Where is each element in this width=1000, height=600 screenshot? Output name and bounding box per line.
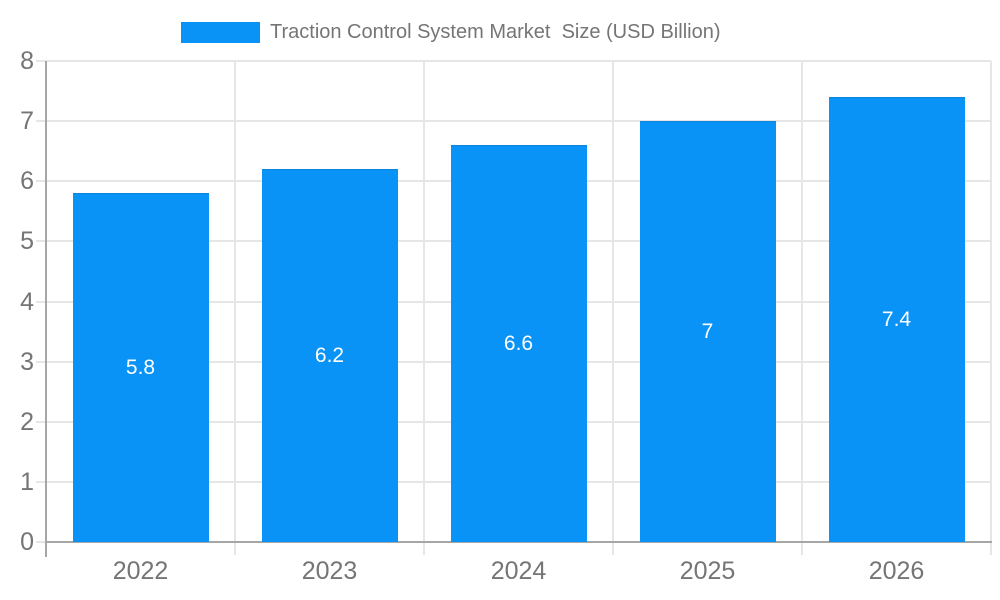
y-axis-tick-label: 6 <box>20 167 34 196</box>
y-gridline <box>46 60 991 62</box>
bar-2024[interactable]: 6.6 <box>450 145 587 542</box>
bar-value-label: 6.2 <box>314 344 345 368</box>
y-tick-mark <box>36 541 46 543</box>
y-gridline <box>46 120 991 123</box>
y-tick-mark <box>36 240 46 243</box>
y-axis-tick-label: 1 <box>20 467 34 496</box>
y-tick-mark <box>36 120 46 123</box>
x-axis-tick-label: 2022 <box>112 557 169 585</box>
y-axis-tick-label: 8 <box>20 47 34 75</box>
bar-value-label: 7 <box>701 320 714 344</box>
x-axis-tick-label: 2023 <box>301 557 358 585</box>
y-tick-mark <box>36 300 46 303</box>
bar-2022[interactable]: 5.8 <box>72 193 209 542</box>
x-axis-line <box>45 541 992 543</box>
x-gridline <box>234 61 236 555</box>
x-gridline <box>801 61 803 555</box>
y-tick-mark <box>36 360 46 363</box>
x-gridline <box>423 61 425 555</box>
x-axis-tick-label: 2024 <box>490 557 547 585</box>
bar-value-label: 5.8 <box>125 356 156 380</box>
bar-value-label: 7.4 <box>881 308 912 332</box>
legend-label: Traction Control System Market Size (USD… <box>270 21 721 43</box>
y-tick-mark <box>36 60 46 62</box>
y-axis-tick-label: 7 <box>20 107 34 136</box>
y-axis-tick-label: 5 <box>20 227 34 256</box>
y-tick-mark <box>36 180 46 183</box>
x-axis-tick-label: 2026 <box>868 557 925 585</box>
y-tick-mark <box>36 480 46 483</box>
y-axis-tick-label: 0 <box>20 528 34 556</box>
y-axis-tick-label: 4 <box>20 287 34 316</box>
y-axis-tick-label: 2 <box>20 407 34 436</box>
x-gridline <box>612 61 614 555</box>
bar-2023[interactable]: 6.2 <box>261 169 398 542</box>
y-axis-line <box>45 61 47 557</box>
legend-swatch <box>181 22 260 43</box>
x-gridline <box>990 61 992 555</box>
y-tick-mark <box>36 420 46 423</box>
x-axis-tick-label: 2025 <box>679 557 736 585</box>
y-axis-tick-label: 3 <box>20 347 34 376</box>
bar-2026[interactable]: 7.4 <box>828 97 965 542</box>
bar-2025[interactable]: 7 <box>639 121 776 542</box>
bar-value-label: 6.6 <box>503 332 534 356</box>
